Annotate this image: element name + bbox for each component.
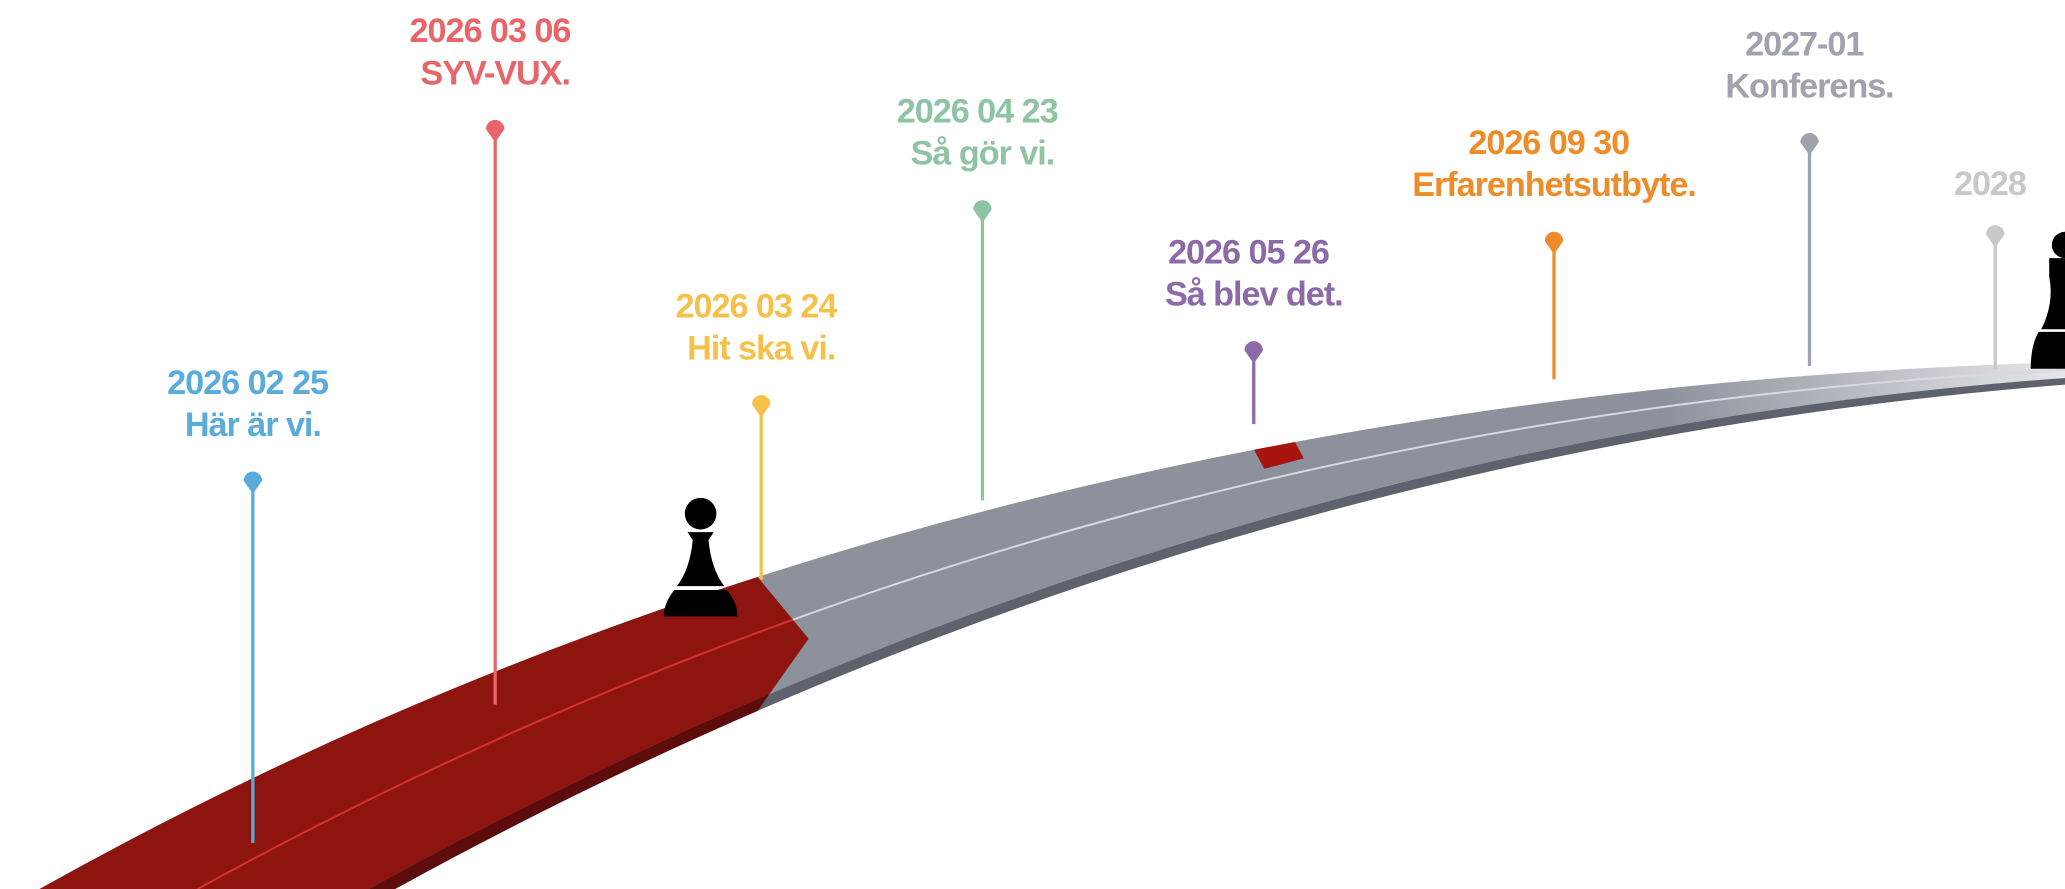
road (39, 362, 2065, 889)
milestone-date: 2026 02 25 (167, 364, 329, 402)
milestone: 2026 09 30 Erfarenhetsutbyte. (1412, 124, 1697, 380)
pin-head (751, 395, 771, 418)
pin-head (973, 200, 992, 223)
milestone: 2027-01 Konferens. (1725, 25, 1895, 367)
milestone-date: 2028 (1954, 165, 2026, 203)
milestone-date: 2026 09 30 (1468, 124, 1629, 162)
milestone: 2026 03 06 SYV-VUX. (410, 12, 571, 705)
milestone-date: 2026 04 23 (897, 93, 1058, 131)
milestone-date: 2026 05 26 (1168, 233, 1329, 271)
milestone-label: Så blev det. (1165, 276, 1343, 314)
milestone-label: Erfarenhetsutbyte. (1412, 166, 1696, 204)
pin-head (1985, 225, 2005, 248)
milestone-date: 2026 03 06 (410, 12, 571, 50)
milestone: 2028 (1954, 165, 2027, 369)
pin-head (243, 471, 263, 494)
milestone-label: Hit ska vi. (687, 330, 835, 368)
road-red-line (197, 500, 809, 889)
milestone-label: Konferens. (1725, 67, 1893, 105)
milestone-date: 2026 03 24 (676, 287, 838, 325)
pin-head (1544, 231, 1564, 255)
milestone: 2026 04 23 Så gör vi. (897, 93, 1059, 501)
milestone: 2026 03 24 Hit ska vi. (676, 287, 838, 580)
milestone-label: SYV-VUX. (420, 54, 569, 92)
milestone-label: Här är vi. (185, 406, 321, 444)
pin-head (1244, 341, 1263, 364)
pawn (663, 497, 738, 617)
road-red (39, 500, 809, 889)
pin-head (485, 119, 505, 143)
pawn-right (2030, 231, 2065, 369)
milestone-label: Så gör vi. (911, 135, 1055, 173)
milestone: 2026 02 25 Här är vi. (167, 364, 330, 843)
pin-head (1800, 133, 1819, 156)
milestone-date: 2027-01 (1745, 25, 1864, 63)
milestone: 2026 05 26 Så blev det. (1165, 233, 1344, 425)
